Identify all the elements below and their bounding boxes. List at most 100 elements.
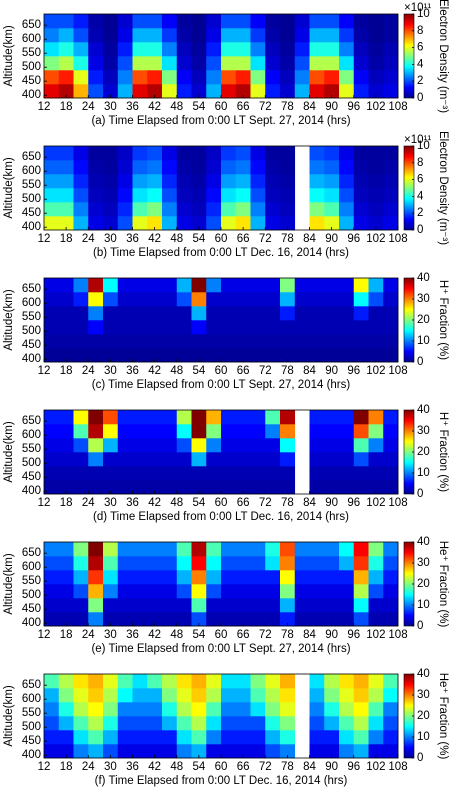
heat-cell (368, 278, 384, 293)
heat-cell (339, 674, 355, 689)
x-tick-label: 84 (303, 101, 316, 113)
y-tick-label: 400 (22, 617, 41, 629)
heat-cell (58, 702, 74, 717)
heat-cell (324, 584, 340, 599)
heat-cell (221, 278, 237, 293)
colorbar-tick-label: 10 (417, 731, 430, 743)
heat-cell (309, 42, 325, 57)
heat-cell (147, 410, 163, 425)
y-tick-label: 600 (22, 33, 41, 45)
heat-cell (162, 612, 178, 627)
heat-cell (117, 584, 133, 599)
heat-cell (324, 410, 340, 425)
heat-cell (73, 334, 89, 349)
heat-cell (368, 306, 384, 321)
heat-cell (280, 56, 296, 71)
x-tick-label: 102 (366, 629, 385, 641)
heat-cell (353, 188, 369, 203)
heat-cell (353, 424, 369, 439)
y-tick-label: 650 (22, 283, 41, 295)
heat-cell (383, 570, 399, 585)
heat-cell (309, 306, 325, 321)
y-tick-label: 600 (22, 693, 41, 705)
heat-cell (353, 278, 369, 293)
heat-cell (324, 702, 340, 717)
colorbar-tick-label: 2 (417, 207, 423, 219)
heat-cell (309, 466, 325, 481)
heat-cell (339, 174, 355, 189)
heat-cell (191, 424, 207, 439)
heat-cell (235, 424, 251, 439)
heat-cell (235, 438, 251, 453)
heat-cell (235, 14, 251, 29)
heat-cell (265, 334, 281, 349)
heat-cell (88, 570, 104, 585)
heat-cell (44, 216, 60, 231)
heat-cell (221, 716, 237, 731)
heat-cell (88, 56, 104, 71)
x-tick-label: 72 (259, 365, 272, 377)
x-tick-label: 18 (60, 365, 73, 377)
y-tick-label: 550 (22, 311, 41, 323)
y-tick-label: 650 (22, 679, 41, 691)
heat-cell (73, 424, 89, 439)
y-tick-label: 450 (22, 207, 41, 219)
x-tick-label: 72 (259, 629, 272, 641)
heat-cell (280, 70, 296, 85)
heat-cell (103, 146, 119, 161)
heat-cell (235, 688, 251, 703)
heat-cell (265, 702, 281, 717)
heat-cell (250, 612, 266, 627)
x-tick-label: 60 (215, 629, 228, 641)
heat-cell (176, 14, 192, 29)
x-axis-label: (a) Time Elapsed from 0:00 LT Sept. 27, … (91, 115, 350, 127)
heat-cell (280, 146, 296, 161)
heat-cell (191, 674, 207, 689)
heat-cell (250, 438, 266, 453)
heat-cell (176, 480, 192, 495)
heat-cell (132, 14, 148, 29)
y-tick-label: 550 (22, 179, 41, 191)
heat-cell (265, 612, 281, 627)
heat-cell (73, 70, 89, 85)
heat-cell (117, 410, 133, 425)
heat-cell (339, 216, 355, 231)
heat-cell (353, 160, 369, 175)
heat-cell (206, 730, 222, 745)
heat-cell (353, 674, 369, 689)
heat-cell (368, 716, 384, 731)
heat-cell (44, 146, 60, 161)
heat-cell (117, 216, 133, 231)
heat-cell (250, 598, 266, 613)
heat-cell (235, 320, 251, 335)
heat-cell (58, 70, 74, 85)
heat-cell (117, 320, 133, 335)
heat-cell (221, 306, 237, 321)
heat-cell (221, 744, 237, 759)
heat-cell (58, 570, 74, 585)
x-tick-label: 78 (281, 761, 294, 773)
x-tick-label: 12 (38, 497, 51, 509)
heat-cell (383, 42, 399, 57)
heat-cell (176, 716, 192, 731)
heat-cell (103, 556, 119, 571)
x-tick-label: 54 (192, 365, 205, 377)
heat-cell (280, 466, 296, 481)
heat-cell (280, 612, 296, 627)
heat-cell (88, 334, 104, 349)
heat-cell (280, 730, 296, 745)
y-axis-label: Altitude(km) (3, 553, 15, 615)
heat-cell (250, 14, 266, 29)
heat-cell (294, 598, 310, 613)
heat-cell (88, 146, 104, 161)
heat-cell (294, 556, 310, 571)
heat-cell (309, 188, 325, 203)
y-tick-label: 500 (22, 325, 41, 337)
heat-cell (309, 674, 325, 689)
x-tick-label: 96 (347, 233, 360, 245)
heatmap (44, 410, 399, 495)
heat-cell (383, 702, 399, 717)
x-tick-label: 54 (192, 761, 205, 773)
x-tick-label: 18 (60, 233, 73, 245)
heat-cell (117, 452, 133, 467)
